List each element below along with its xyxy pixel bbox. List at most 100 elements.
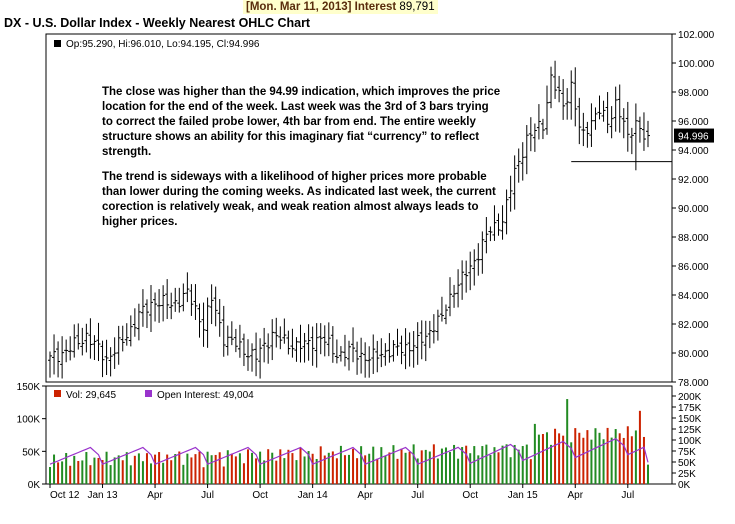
volume-bar <box>473 446 476 484</box>
open-interest-line <box>49 437 649 465</box>
volume-bar <box>182 464 185 484</box>
volume-bar <box>485 444 488 484</box>
volume-bar <box>109 465 112 484</box>
volume-bar <box>493 447 496 484</box>
volume-bar <box>396 458 399 484</box>
volume-bar <box>558 433 561 484</box>
chart-title: DX - U.S. Dollar Index - Weekly Nearest … <box>4 16 311 30</box>
volume-bar <box>194 454 197 484</box>
volume-bar <box>509 457 512 484</box>
volume-bar <box>141 461 144 484</box>
volume-bar <box>554 428 557 484</box>
volume-bar <box>57 462 60 484</box>
volume-bar <box>497 452 500 484</box>
price-legend: Op:95.290, Hi:96.010, Lo:94.195, Cl:94.9… <box>66 39 260 50</box>
price-tick-label: 78.000 <box>678 378 709 389</box>
volume-bar <box>501 445 504 484</box>
volume-bar <box>49 467 51 484</box>
volume-bar <box>364 455 367 484</box>
volume-bar <box>89 465 92 484</box>
volume-bar <box>634 430 637 484</box>
x-tick-label: Oct 12 <box>50 490 80 501</box>
volume-bar <box>327 452 330 484</box>
volume-bar <box>174 454 177 484</box>
x-tick-label: Jul <box>621 490 634 501</box>
volume-bar <box>481 446 484 484</box>
volume-bar <box>121 460 124 484</box>
header-date: [Mon. Mar 11, 2013] <box>246 1 352 13</box>
oi-tick-label: 0K <box>678 480 691 491</box>
volume-bar <box>376 458 379 484</box>
volume-bar <box>323 455 326 484</box>
open-interest-legend: Open Interest: 49,004 <box>157 390 254 401</box>
volume-bar <box>150 463 153 484</box>
volume-bar <box>259 451 262 484</box>
volume-bar <box>101 460 104 484</box>
volume-bar <box>202 467 205 484</box>
volume-tick-label: 150K <box>17 382 41 393</box>
volume-bar <box>137 453 140 484</box>
volume-bar <box>453 444 456 484</box>
volume-bar <box>392 445 395 484</box>
volume-bar <box>562 435 565 484</box>
volume-bar <box>97 457 100 484</box>
oi-tick-label: 125K <box>678 425 702 436</box>
price-panel: 78.000 80.000 82.000 84.000 86.000 88.000 90.0… <box>45 30 715 389</box>
volume-bar <box>255 458 258 484</box>
volume-bar <box>384 455 387 484</box>
volume-bar <box>238 453 241 484</box>
volume-bar <box>339 445 342 484</box>
x-axis: Oct 12 Jan 13 Apr Jul Oct Jan 14 Apr Jul Oct Jan … <box>49 484 634 501</box>
volume-bar <box>287 449 290 484</box>
volume-bar <box>642 436 645 484</box>
volume-bar <box>162 462 165 484</box>
volume-bar <box>578 432 581 484</box>
price-tick-label: 92.000 <box>678 175 709 186</box>
volume-tick-label: 50K <box>22 447 40 458</box>
volume-bar <box>69 465 72 484</box>
volume-bar <box>299 447 302 484</box>
volume-bar <box>226 450 229 484</box>
volume-bar <box>267 449 270 484</box>
last-price-marker <box>674 128 714 143</box>
volume-bar <box>590 439 593 484</box>
volume-bar <box>541 434 544 484</box>
commentary-box: The close was higher than the 94.99 indi… <box>102 85 502 240</box>
volume-bar <box>598 432 601 484</box>
volume-bar <box>291 453 294 484</box>
oi-legend-swatch <box>145 390 152 397</box>
volume-bar <box>331 451 334 484</box>
price-tick-label: 100.000 <box>678 59 715 70</box>
volume-bar <box>360 446 363 484</box>
last-price-label: 94.996 <box>678 132 709 143</box>
volume-bar <box>404 452 407 484</box>
commentary-paragraph-1: The close was higher than the 94.99 indi… <box>102 86 501 158</box>
volume-bar <box>408 451 411 484</box>
volume-bar <box>416 458 419 484</box>
volume-bar <box>469 453 472 484</box>
volume-bar <box>113 457 116 484</box>
volume-bar <box>61 461 64 484</box>
volume-bar <box>166 454 169 484</box>
volume-bar <box>85 452 88 484</box>
volume-bar <box>190 457 193 484</box>
volume-bar <box>283 458 286 484</box>
price-tick-label: 102.000 <box>678 30 715 41</box>
volume-bar <box>550 444 553 484</box>
x-tick-label: Apr <box>357 490 373 501</box>
volume-bar <box>343 455 346 484</box>
volume-bar <box>594 428 597 484</box>
volume-bar <box>133 455 136 484</box>
volume-bar <box>566 399 569 484</box>
volume-bar <box>263 460 266 484</box>
volume-bar <box>222 466 225 484</box>
volume-bar <box>477 455 480 484</box>
price-tick-label: 88.000 <box>678 233 709 244</box>
volume-bar <box>242 463 245 484</box>
volume-bar <box>622 437 625 484</box>
volume-tick-label: 0K <box>28 480 41 491</box>
volume-bar <box>230 453 233 484</box>
oi-tick-label: 75K <box>678 447 696 458</box>
volume-bar <box>275 460 278 484</box>
